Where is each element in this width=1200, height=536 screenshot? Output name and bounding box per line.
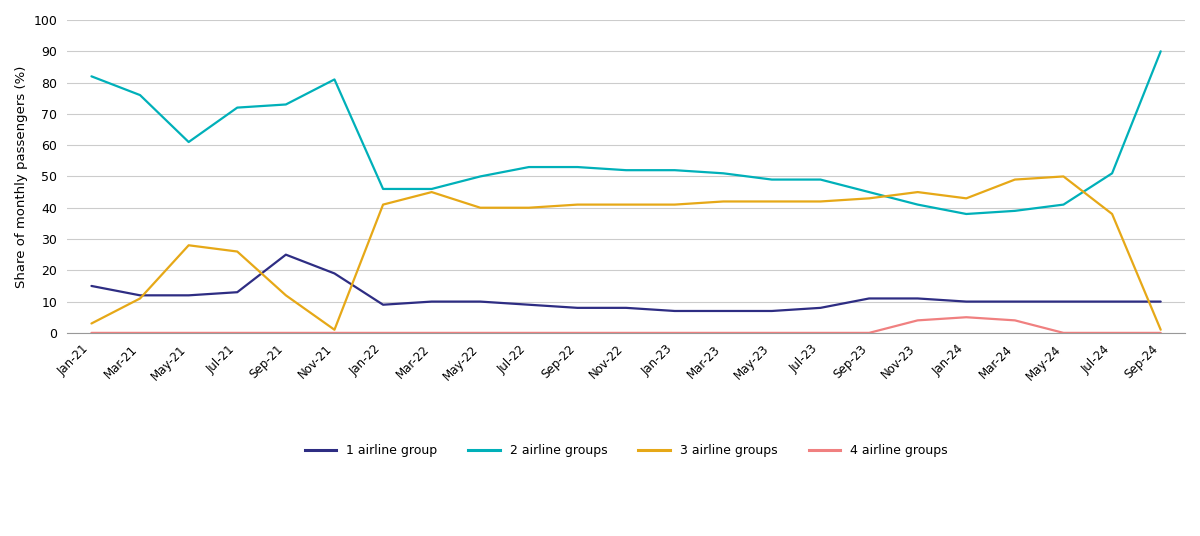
3 airline groups (328, 326, 342, 333)
1 airline group (619, 304, 634, 311)
4 airline groups (959, 314, 973, 321)
3 airline groups (716, 198, 731, 205)
3 airline groups (1105, 211, 1120, 217)
2 airline groups (619, 167, 634, 174)
3 airline groups (619, 202, 634, 208)
4 airline groups (522, 330, 536, 336)
1 airline group (376, 302, 390, 308)
1 airline group (1008, 299, 1022, 305)
1 airline group (570, 304, 584, 311)
3 airline groups (278, 292, 293, 299)
3 airline groups (84, 321, 98, 327)
4 airline groups (862, 330, 876, 336)
3 airline groups (133, 295, 148, 302)
2 airline groups (133, 92, 148, 98)
4 airline groups (328, 330, 342, 336)
1 airline group (814, 304, 828, 311)
2 airline groups (570, 164, 584, 170)
4 airline groups (911, 317, 925, 324)
1 airline group (230, 289, 245, 295)
1 airline group (764, 308, 779, 314)
2 airline groups (911, 202, 925, 208)
1 airline group (1105, 299, 1120, 305)
1 airline group (328, 270, 342, 277)
2 airline groups (425, 186, 439, 192)
Line: 2 airline groups: 2 airline groups (91, 51, 1160, 214)
4 airline groups (570, 330, 584, 336)
2 airline groups (1105, 170, 1120, 176)
4 airline groups (1008, 317, 1022, 324)
2 airline groups (764, 176, 779, 183)
2 airline groups (1056, 202, 1070, 208)
1 airline group (181, 292, 196, 299)
4 airline groups (814, 330, 828, 336)
3 airline groups (862, 195, 876, 202)
4 airline groups (133, 330, 148, 336)
2 airline groups (181, 139, 196, 145)
2 airline groups (84, 73, 98, 79)
2 airline groups (522, 164, 536, 170)
2 airline groups (814, 176, 828, 183)
4 airline groups (619, 330, 634, 336)
1 airline group (133, 292, 148, 299)
4 airline groups (425, 330, 439, 336)
4 airline groups (716, 330, 731, 336)
4 airline groups (764, 330, 779, 336)
Line: 1 airline group: 1 airline group (91, 255, 1160, 311)
3 airline groups (376, 202, 390, 208)
4 airline groups (473, 330, 487, 336)
3 airline groups (1008, 176, 1022, 183)
2 airline groups (328, 76, 342, 83)
2 airline groups (1008, 207, 1022, 214)
4 airline groups (84, 330, 98, 336)
4 airline groups (1105, 330, 1120, 336)
1 airline group (1056, 299, 1070, 305)
4 airline groups (376, 330, 390, 336)
3 airline groups (667, 202, 682, 208)
3 airline groups (425, 189, 439, 195)
4 airline groups (278, 330, 293, 336)
3 airline groups (570, 202, 584, 208)
3 airline groups (1056, 173, 1070, 180)
4 airline groups (230, 330, 245, 336)
1 airline group (522, 302, 536, 308)
1 airline group (862, 295, 876, 302)
1 airline group (84, 282, 98, 289)
2 airline groups (376, 186, 390, 192)
1 airline group (1153, 299, 1168, 305)
3 airline groups (814, 198, 828, 205)
1 airline group (278, 251, 293, 258)
3 airline groups (764, 198, 779, 205)
4 airline groups (667, 330, 682, 336)
3 airline groups (181, 242, 196, 249)
1 airline group (959, 299, 973, 305)
2 airline groups (716, 170, 731, 176)
4 airline groups (1153, 330, 1168, 336)
2 airline groups (667, 167, 682, 174)
3 airline groups (911, 189, 925, 195)
3 airline groups (959, 195, 973, 202)
2 airline groups (959, 211, 973, 217)
Legend: 1 airline group, 2 airline groups, 3 airline groups, 4 airline groups: 1 airline group, 2 airline groups, 3 air… (300, 439, 953, 462)
2 airline groups (1153, 48, 1168, 55)
1 airline group (425, 299, 439, 305)
Line: 3 airline groups: 3 airline groups (91, 176, 1160, 330)
1 airline group (911, 295, 925, 302)
2 airline groups (230, 105, 245, 111)
Y-axis label: Share of monthly passengers (%): Share of monthly passengers (%) (16, 65, 28, 288)
4 airline groups (181, 330, 196, 336)
2 airline groups (473, 173, 487, 180)
3 airline groups (1153, 326, 1168, 333)
3 airline groups (473, 205, 487, 211)
2 airline groups (278, 101, 293, 108)
3 airline groups (230, 248, 245, 255)
1 airline group (667, 308, 682, 314)
2 airline groups (862, 189, 876, 195)
1 airline group (716, 308, 731, 314)
4 airline groups (1056, 330, 1070, 336)
Line: 4 airline groups: 4 airline groups (91, 317, 1160, 333)
3 airline groups (522, 205, 536, 211)
1 airline group (473, 299, 487, 305)
